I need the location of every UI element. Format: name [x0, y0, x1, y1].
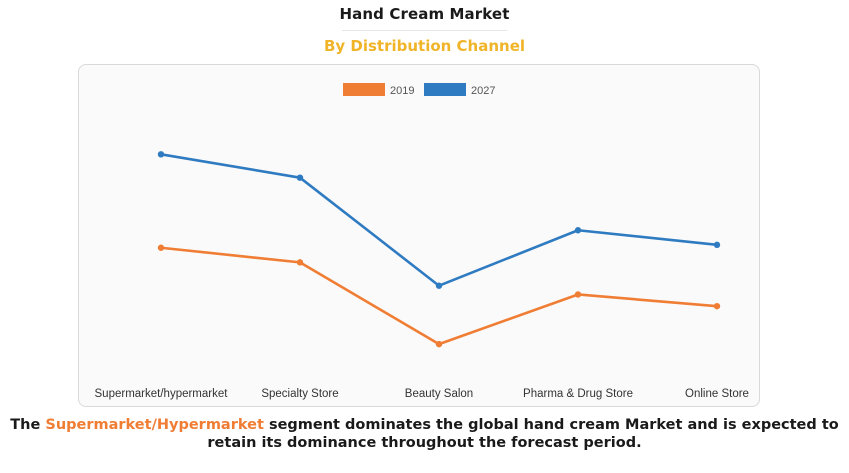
chart-caption: The Supermarket/Hypermarket segment domi… [10, 416, 839, 452]
caption-highlight: Supermarket/Hypermarket [45, 417, 264, 433]
data-point-2027-0 [157, 151, 165, 158]
series-line-2027 [159, 153, 719, 288]
data-point-2027-4 [713, 241, 721, 249]
data-point-2019-4 [713, 302, 721, 310]
data-point-2019-0 [157, 244, 165, 251]
data-point-2019-2 [435, 340, 443, 348]
data-point-2019-1 [296, 259, 304, 266]
chart-panel: 2019 2027 Supermarket/hypermarket Specialty… [78, 64, 760, 407]
series-line-2019 [159, 246, 719, 346]
x-tick-label-4: Online Store [685, 388, 749, 400]
line-chart: 2019 2027 Supermarket/hypermarket Specialty… [95, 83, 749, 400]
x-tick-label-2: Beauty Salon [405, 388, 473, 400]
x-tick-label-3: Pharma & Drug Store [523, 388, 633, 400]
title-divider [342, 30, 507, 31]
caption-suffix: segment dominates the global hand cream … [207, 417, 839, 451]
data-point-2019-3 [574, 291, 582, 298]
chart-title: Hand Cream Market [339, 5, 510, 23]
legend-label-2027: 2027 [471, 85, 495, 97]
legend-swatch-2019 [343, 83, 385, 96]
data-point-2027-2 [435, 282, 443, 289]
x-tick-label-1: Specialty Store [261, 388, 338, 400]
caption-prefix: The [10, 417, 46, 433]
legend-swatch-2027 [424, 83, 466, 96]
x-tick-label-0: Supermarket/hypermarket [95, 388, 229, 400]
data-point-2027-1 [296, 174, 304, 181]
data-point-2027-3 [574, 227, 582, 234]
chart-subtitle: By Distribution Channel [323, 37, 526, 55]
legend-label-2019: 2019 [390, 85, 414, 97]
